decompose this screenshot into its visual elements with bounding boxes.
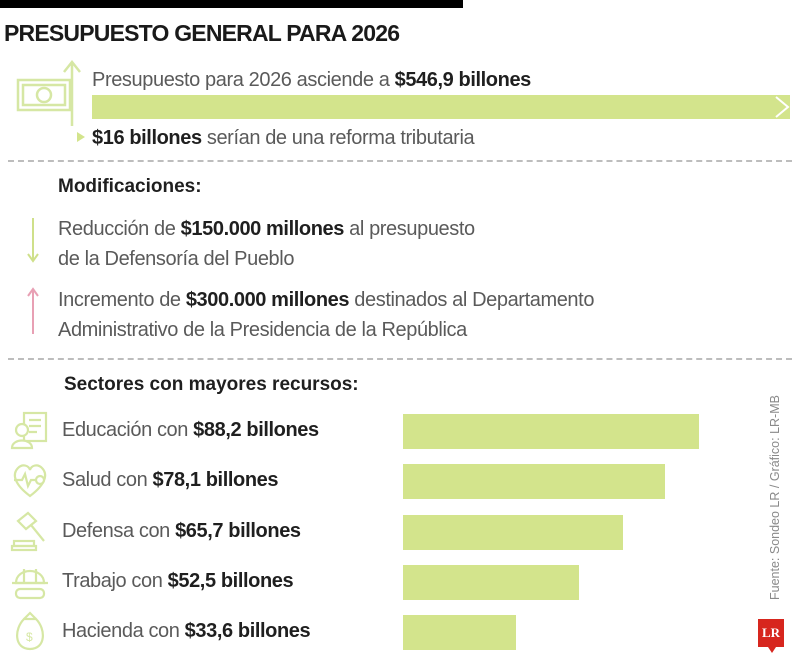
bar-label: Defensa con $65,7 billones [62, 520, 301, 543]
bar-label: Hacienda con $33,6 billones [62, 620, 311, 643]
hardhat-goggles-icon [12, 568, 48, 599]
lr-logo: LR [758, 619, 784, 653]
sector-name: Salud con [62, 469, 153, 492]
total-budget-bar [92, 95, 790, 119]
bar-trabajo [403, 564, 580, 600]
gavel-icon [10, 511, 45, 551]
reform-text: $16 billones serían de una reforma tribu… [92, 127, 475, 149]
bar-educación [403, 414, 699, 449]
bar-salud [403, 464, 666, 500]
bar-label: Educación con $88,2 billones [62, 419, 319, 442]
sector-name: Educación con [62, 419, 194, 441]
chevron-right-icon [775, 96, 790, 118]
page-title: PRESUPUESTO GENERAL PARA 2026 [4, 20, 400, 46]
divider [8, 160, 792, 162]
sector-amount: $52,5 billones [167, 569, 294, 592]
top-rule [0, 0, 463, 8]
money-bag-icon: $ [16, 611, 44, 651]
sector-name: Defensa con [62, 519, 176, 542]
money-arrow-icon [16, 59, 81, 126]
sectors-heading: Sectores con mayores recursos: [64, 374, 359, 395]
svg-text:$: $ [26, 630, 33, 644]
sector-amount: $78,1 billones [152, 469, 279, 492]
bar-label: Salud con $78,1 billones [62, 469, 278, 492]
modification-reduction: Reducción de $150.000 millones al presup… [58, 218, 475, 270]
divider [8, 358, 792, 360]
arrow-up-icon [27, 287, 39, 334]
sector-amount: $65,7 billones [175, 519, 301, 542]
modification-increase: Incremento de $300.000 millones destinad… [58, 289, 595, 341]
modifications-heading: Modificaciones: [58, 176, 202, 197]
bar-hacienda [403, 615, 516, 651]
sector-name: Trabajo con [62, 569, 168, 592]
bar-label: Trabajo con $52,5 billones [62, 569, 294, 593]
heart-pulse-icon [13, 464, 47, 498]
sector-amount: $33,6 billones [184, 620, 311, 643]
triangle-bullet-icon [77, 132, 85, 142]
sector-amount: $88,2 billones [193, 419, 319, 441]
total-budget-text: Presupuesto para 2026 asciende a $546,9 … [92, 69, 531, 91]
source-note: Fuente: Sondeo LR / Gráfico: LR-MB [768, 395, 782, 600]
arrow-down-icon [27, 218, 39, 263]
sector-name: Hacienda con [62, 620, 185, 643]
certificate-person-icon [10, 411, 48, 450]
bar-defensa [403, 514, 624, 550]
